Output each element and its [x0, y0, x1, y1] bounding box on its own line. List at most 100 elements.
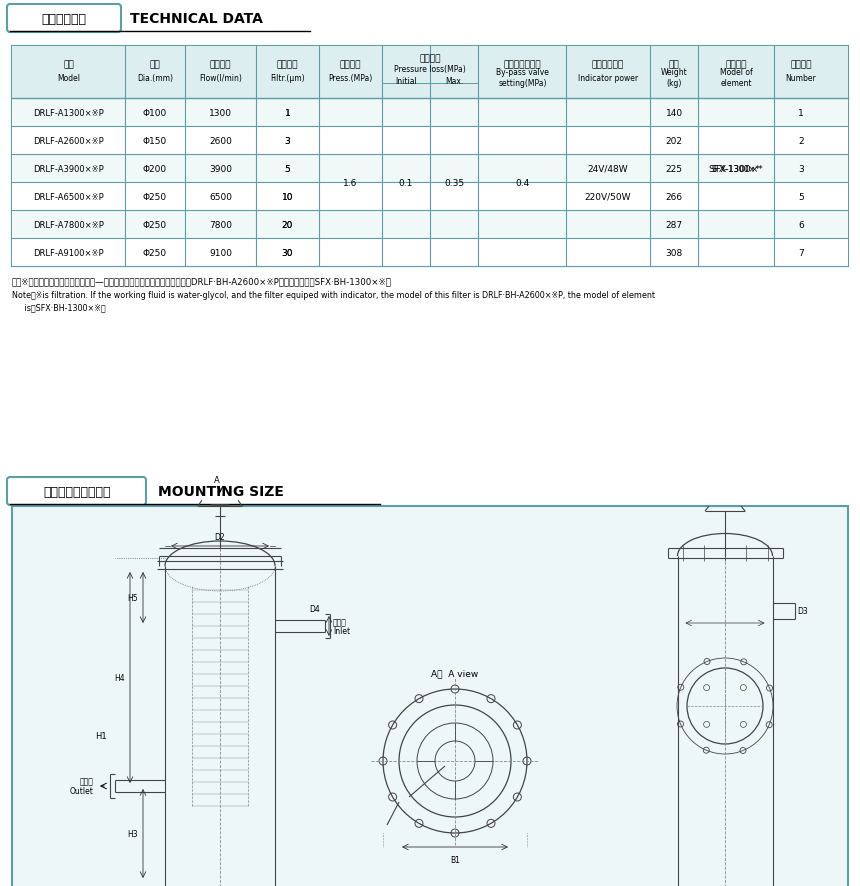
Text: 注：※为过滤精度，若使用介质为水—乙二醇，带发讯器，则过滤器型号为：DRLF·BH-A2600×※P，滤芯型号为：SFX·BH-1300×※。: 注：※为过滤精度，若使用介质为水—乙二醇，带发讯器，则过滤器型号为：DRLF·B…	[12, 276, 392, 285]
Bar	[12, 183, 848, 211]
Text: 1300: 1300	[209, 108, 232, 117]
Text: 6: 6	[798, 221, 803, 229]
Text: H4: H4	[114, 673, 125, 682]
Text: 5: 5	[285, 164, 291, 174]
Text: 308: 308	[666, 248, 683, 257]
Text: Note：※is filtration. If the working fluid is water-glycol, and the filter equipe: Note：※is filtration. If the working flui…	[12, 291, 655, 299]
Text: 0.35: 0.35	[444, 178, 464, 187]
Text: 型号: 型号	[63, 60, 74, 69]
Text: DRLF-A6500×※P: DRLF-A6500×※P	[33, 192, 104, 201]
Text: 0.4: 0.4	[515, 178, 530, 187]
Bar	[12, 211, 848, 238]
Text: 24V/48W: 24V/48W	[587, 164, 629, 174]
Text: MOUNTING SIZE: MOUNTING SIZE	[158, 485, 284, 499]
Text: 20: 20	[282, 221, 293, 229]
Text: 公称压力: 公称压力	[340, 60, 361, 69]
Text: Φ150: Φ150	[143, 136, 167, 145]
Text: Model of
element: Model of element	[720, 68, 752, 88]
Text: 过滤精度: 过滤精度	[277, 60, 298, 69]
Text: 7: 7	[798, 248, 803, 257]
Text: 滤芯型号: 滤芯型号	[725, 60, 746, 69]
Text: H1: H1	[95, 732, 107, 741]
Text: Φ250: Φ250	[143, 221, 167, 229]
Text: Φ250: Φ250	[143, 192, 167, 201]
Text: TECHNICAL DATA: TECHNICAL DATA	[130, 12, 263, 26]
Text: DRLF-A1300×※P: DRLF-A1300×※P	[33, 108, 104, 117]
Bar	[12, 507, 848, 886]
Text: Max.: Max.	[445, 76, 464, 85]
Text: 266: 266	[666, 192, 683, 201]
Text: 9100: 9100	[209, 248, 232, 257]
Text: 压力损失: 压力损失	[420, 54, 440, 64]
Text: 140: 140	[666, 108, 683, 117]
Text: D3: D3	[797, 607, 808, 616]
FancyBboxPatch shape	[7, 478, 146, 505]
Text: Outlet: Outlet	[69, 787, 93, 796]
Text: Dia.(mm): Dia.(mm)	[137, 74, 173, 82]
Text: 3: 3	[285, 136, 291, 145]
Text: 四、安装及外形尺寸: 四、安装及外形尺寸	[43, 485, 111, 498]
Text: 重量: 重量	[669, 60, 679, 69]
Text: DRLF-A7800×※P: DRLF-A7800×※P	[33, 221, 104, 229]
Text: DRLF-A2600×※P: DRLF-A2600×※P	[33, 136, 104, 145]
Bar	[12, 155, 848, 183]
Text: 公称流量: 公称流量	[210, 60, 231, 69]
Text: 30: 30	[282, 248, 293, 257]
Text: 三、技术参数: 三、技术参数	[41, 12, 87, 26]
Text: Number: Number	[785, 74, 816, 82]
Text: 3900: 3900	[209, 164, 232, 174]
Text: 通径: 通径	[150, 60, 160, 69]
Text: 225: 225	[666, 164, 683, 174]
Text: 3: 3	[285, 136, 291, 145]
Text: Pressure loss(MPa): Pressure loss(MPa)	[394, 65, 466, 74]
FancyBboxPatch shape	[7, 5, 121, 33]
Text: 7800: 7800	[209, 221, 232, 229]
Text: Press.(MPa): Press.(MPa)	[328, 74, 372, 82]
Text: Initial: Initial	[395, 76, 416, 85]
Text: By-pass valve
setting(MPa): By-pass valve setting(MPa)	[496, 68, 549, 88]
Text: D2: D2	[215, 532, 225, 541]
Text: 287: 287	[666, 221, 683, 229]
Text: D4: D4	[310, 604, 321, 613]
Text: DRLF-A9100×※P: DRLF-A9100×※P	[34, 248, 104, 257]
Text: Φ100: Φ100	[143, 108, 167, 117]
Text: 3: 3	[798, 164, 803, 174]
Text: 滤芯数量: 滤芯数量	[790, 60, 812, 69]
Text: A向  A view: A向 A view	[432, 669, 479, 678]
Text: SFX-1300×*: SFX-1300×*	[709, 164, 764, 174]
Bar	[12, 127, 848, 155]
Text: Inlet: Inlet	[333, 626, 350, 634]
Text: Filtr.(μm): Filtr.(μm)	[270, 74, 304, 82]
Text: Weight
(kg): Weight (kg)	[660, 68, 687, 88]
Text: B1: B1	[450, 855, 460, 864]
Text: 2: 2	[798, 136, 803, 145]
Text: 旁通阀开启压力: 旁通阀开启压力	[504, 60, 541, 69]
Text: DRLF-A3900×※P: DRLF-A3900×※P	[33, 164, 104, 174]
Text: 20: 20	[282, 221, 293, 229]
Text: Φ200: Φ200	[143, 164, 167, 174]
Text: 进油口: 进油口	[333, 618, 347, 626]
Bar	[12, 99, 848, 127]
Text: 出油口: 出油口	[79, 777, 93, 786]
Text: Indicator power: Indicator power	[578, 74, 638, 82]
Text: 1: 1	[798, 108, 803, 117]
Text: 6500: 6500	[209, 192, 232, 201]
Text: Φ250: Φ250	[143, 248, 167, 257]
Text: 2600: 2600	[209, 136, 232, 145]
Bar	[12, 238, 848, 267]
Text: Model: Model	[57, 74, 80, 82]
Text: 发讯装置功率: 发讯装置功率	[592, 60, 624, 69]
Text: 30: 30	[282, 248, 293, 257]
Text: H5: H5	[127, 594, 138, 602]
Text: 1: 1	[285, 108, 291, 117]
Text: H3: H3	[127, 829, 138, 838]
Text: 1: 1	[285, 108, 291, 117]
Text: 10: 10	[282, 192, 293, 201]
Text: 5: 5	[285, 164, 291, 174]
Text: 1.6: 1.6	[343, 178, 358, 187]
Text: 220V/50W: 220V/50W	[585, 192, 631, 201]
Bar	[12, 47, 848, 267]
Text: 10: 10	[282, 192, 293, 201]
Text: 0.1: 0.1	[398, 178, 413, 187]
Text: A: A	[214, 476, 220, 485]
